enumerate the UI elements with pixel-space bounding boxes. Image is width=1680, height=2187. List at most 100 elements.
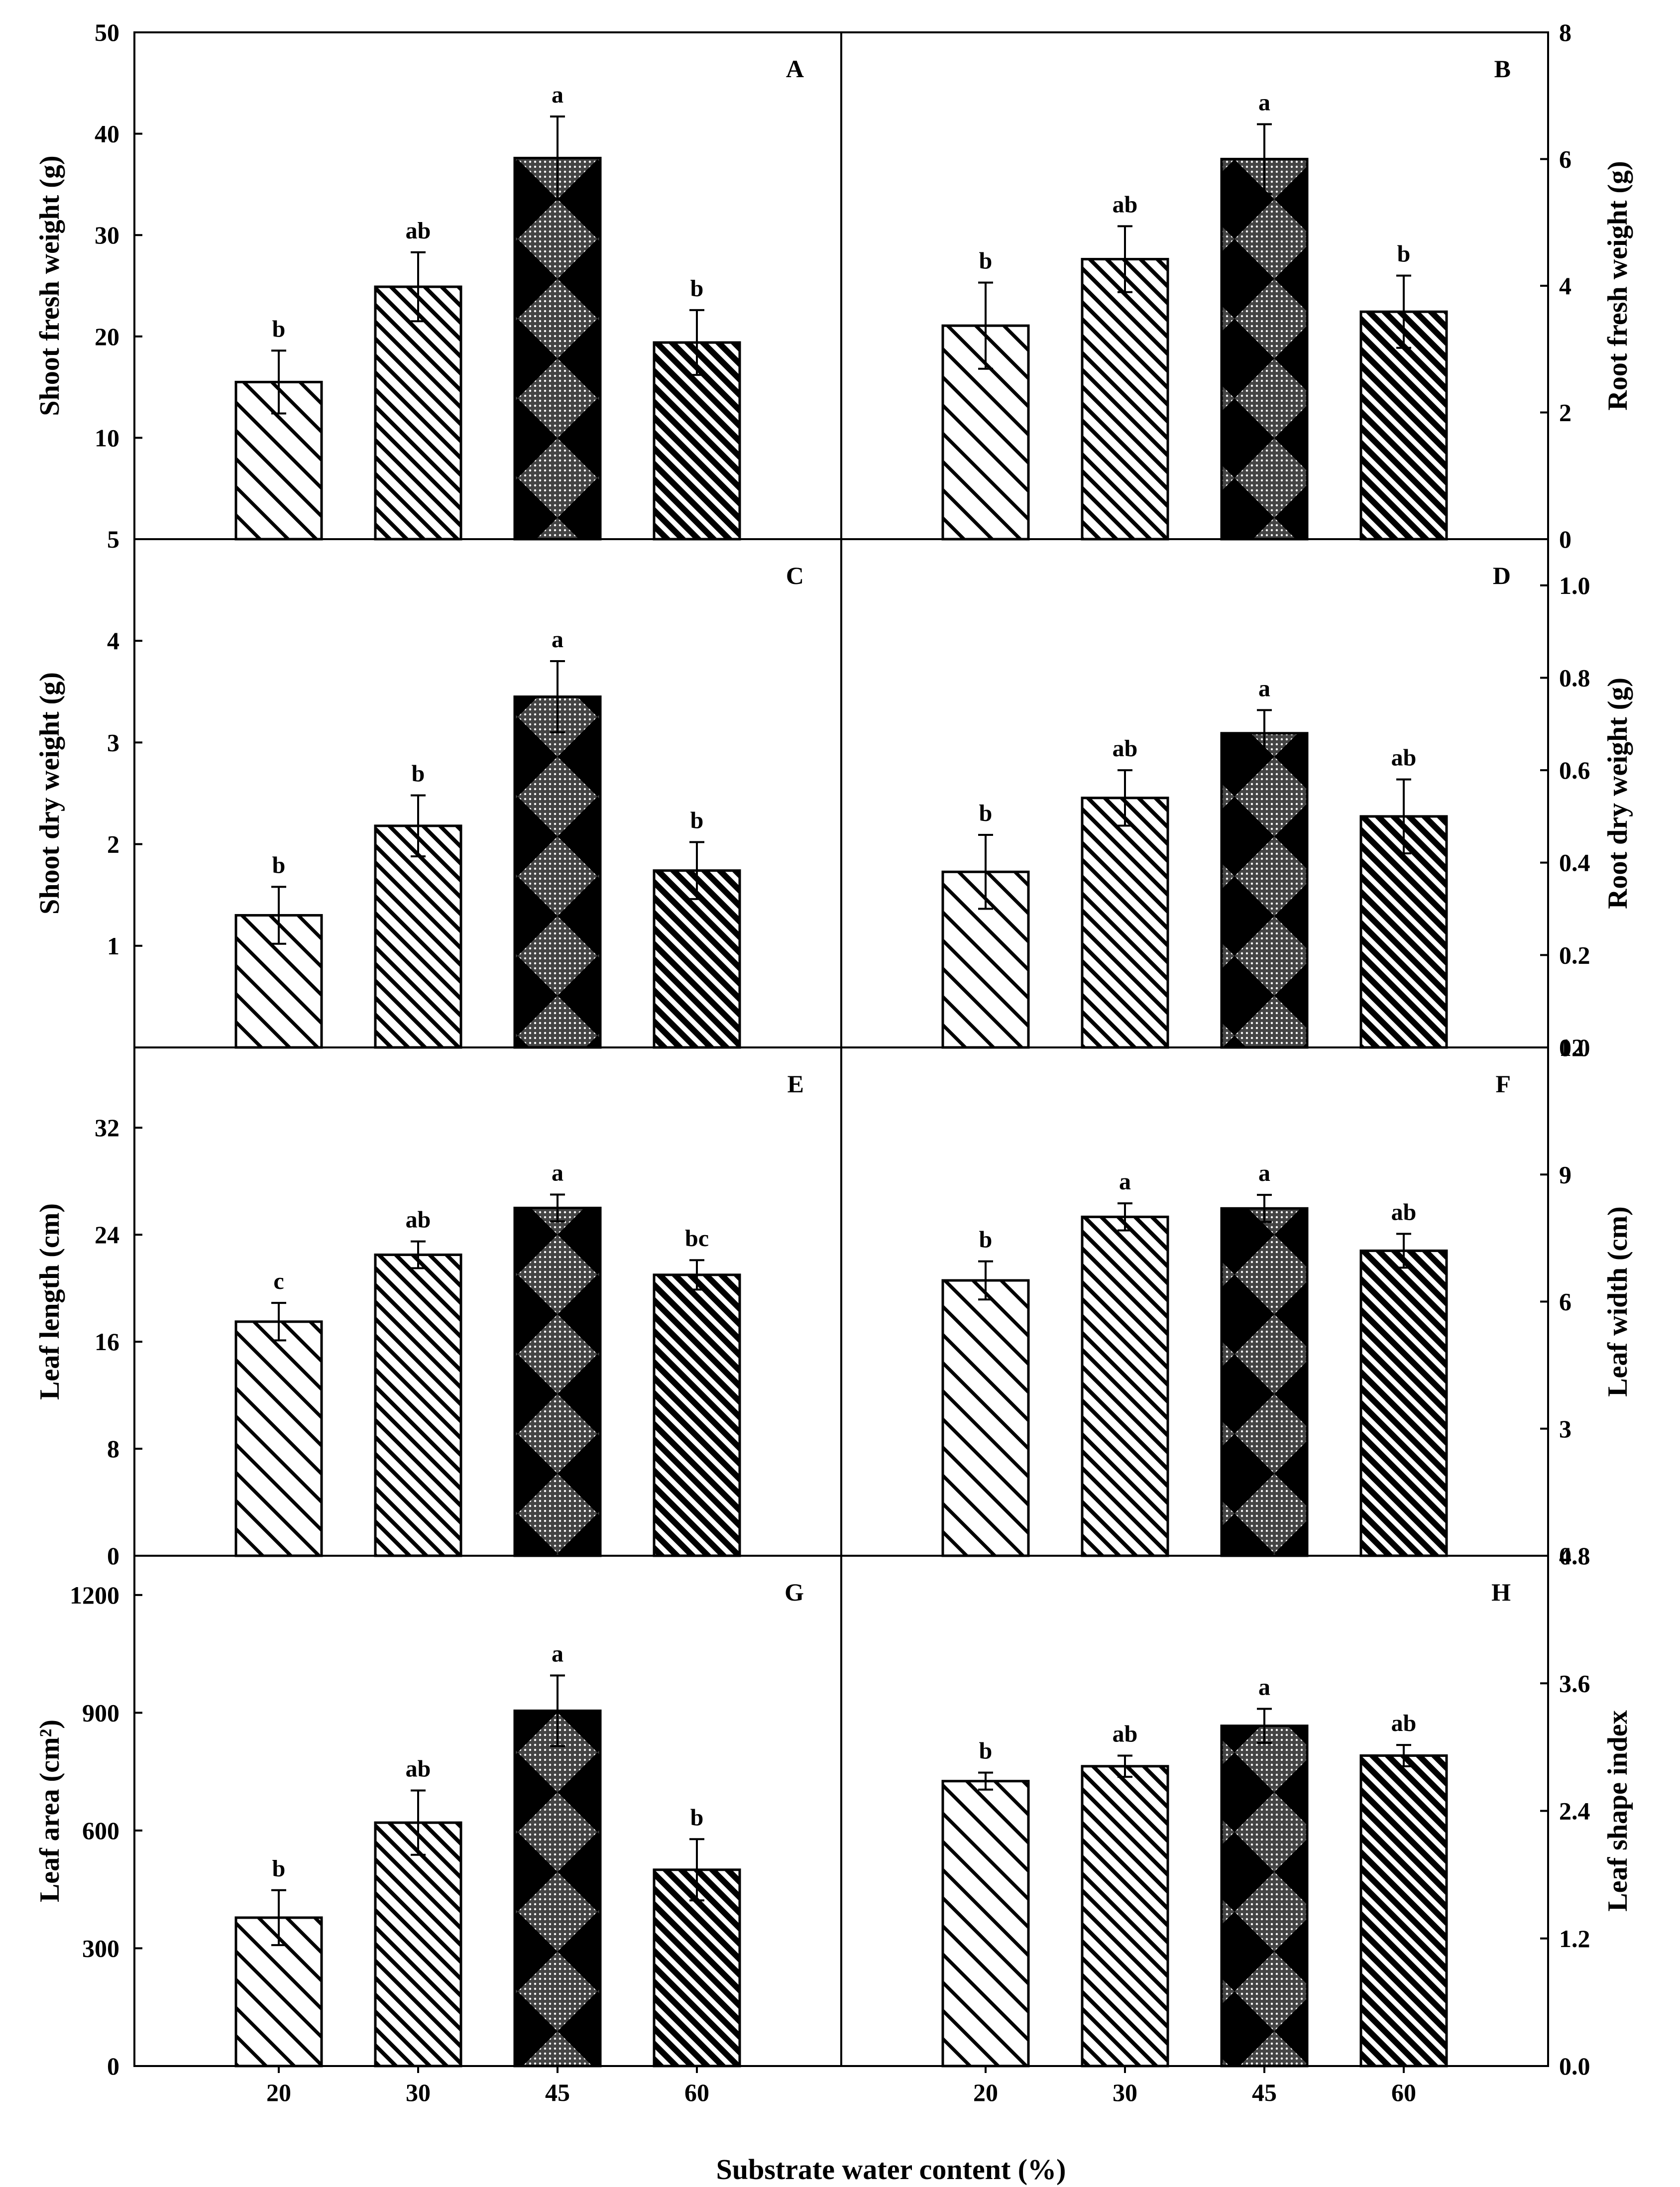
panel-c: 1 2 3 4 5 Shoot dry weight (g) Cb b a b	[34, 525, 804, 1049]
significance-label: b	[979, 1227, 993, 1253]
error-bar	[1396, 1233, 1411, 1269]
bar-45	[1220, 158, 1309, 541]
significance-label: b	[1397, 241, 1411, 267]
error-bar	[1118, 769, 1132, 827]
significance-label: bc	[685, 1225, 709, 1252]
significance-label: ab	[406, 218, 431, 244]
panel-letter: B	[1494, 55, 1511, 83]
y-tick-label: 9	[1559, 1160, 1571, 1188]
significance-label: a	[552, 1640, 563, 1667]
y-tick-label: 0	[107, 2052, 119, 2080]
y-tick-label: 8	[1559, 18, 1571, 46]
error-bar	[550, 1674, 565, 1747]
panel-letter: F	[1495, 1070, 1511, 1098]
error-bar	[978, 1260, 993, 1301]
bar-45	[1220, 1725, 1309, 2068]
bar-30	[1081, 1215, 1169, 1557]
error-bar	[1396, 778, 1411, 855]
error-bar	[1257, 1194, 1272, 1223]
y-tick-label: 0	[107, 1542, 119, 1570]
y-tick-label: 0.6	[1559, 756, 1590, 784]
y-tick-label: 1200	[70, 1581, 119, 1609]
y-axis-title: Root fresh weight (g)	[1602, 161, 1633, 410]
bar-45	[513, 1709, 602, 2068]
error-bar	[689, 841, 704, 900]
significance-label: b	[412, 761, 425, 787]
error-bar	[1396, 274, 1411, 349]
bar-45	[1220, 1207, 1309, 1557]
error-bar	[1257, 123, 1272, 195]
significance-label: a	[552, 1160, 563, 1186]
y-tick-label: 0.0	[1559, 1034, 1590, 1061]
significance-label: ab	[1113, 191, 1138, 218]
y-tick-label: 30	[95, 221, 119, 249]
y-tick-label: 0.0	[1559, 2052, 1590, 2080]
error-bar	[1257, 709, 1272, 758]
significance-label: a	[1119, 1168, 1131, 1195]
y-tick-label: 12	[1559, 1034, 1584, 1061]
error-bar	[1396, 1744, 1411, 1767]
y-tick-label: 2.4	[1559, 1797, 1590, 1825]
bar-60	[1359, 1249, 1448, 1557]
y-tick-label: 6	[1559, 145, 1571, 173]
y-tick-label: 6	[1559, 1288, 1571, 1316]
y-tick-label: 1	[107, 932, 119, 960]
y-axis-title: Leaf shape index	[1602, 1710, 1633, 1912]
y-tick-label: 10	[95, 424, 119, 452]
error-bar	[689, 1838, 704, 1902]
panel-letter: C	[786, 562, 804, 589]
y-tick-label: 8	[107, 1435, 119, 1463]
bar-60	[653, 1868, 741, 2068]
y-tick-label: 5	[107, 525, 119, 553]
y-tick-label: 16	[95, 1328, 119, 1356]
y-tick-label: 0	[1559, 1542, 1571, 1570]
significance-label: b	[272, 852, 286, 878]
y-tick-label: 0.4	[1559, 849, 1590, 877]
significance-label: b	[690, 1804, 704, 1831]
x-tick-label: 60	[1391, 2078, 1416, 2106]
significance-label: b	[690, 807, 704, 834]
y-tick-label: 20	[95, 323, 119, 350]
y-tick-label: 4	[107, 627, 119, 655]
significance-label: ab	[1391, 1710, 1417, 1736]
significance-label: c	[273, 1268, 284, 1294]
x-tick-label: 45	[1252, 2078, 1277, 2106]
significance-label: a	[1258, 675, 1270, 701]
bar-20	[234, 1320, 323, 1557]
error-bar	[978, 1771, 993, 1791]
y-tick-label: 4	[1559, 272, 1571, 300]
bar-30	[374, 1253, 462, 1557]
x-tick-label: 20	[973, 2078, 998, 2106]
significance-label: b	[690, 275, 704, 302]
y-tick-label: 1.2	[1559, 1925, 1590, 1953]
y-tick-label: 2	[107, 830, 119, 858]
significance-label: a	[552, 626, 563, 653]
x-tick-label: 20	[266, 2078, 291, 2106]
bar-20	[941, 1279, 1030, 1557]
significance-label: b	[979, 800, 993, 826]
y-axis-title: Shoot fresh weight (g)	[34, 155, 65, 416]
significance-label: a	[552, 82, 563, 108]
y-axis-title: Leaf width (cm)	[1602, 1206, 1633, 1397]
significance-label: ab	[1113, 735, 1138, 762]
error-bar	[689, 309, 704, 376]
y-tick-label: 2	[1559, 399, 1571, 427]
bar-30	[1081, 797, 1169, 1049]
y-tick-label: 300	[82, 1934, 119, 1962]
bar-45	[513, 695, 602, 1049]
bar-30	[1081, 258, 1169, 541]
significance-label: ab	[406, 1756, 431, 1782]
y-tick-label: 3.6	[1559, 1669, 1590, 1697]
y-tick-label: 3	[1559, 1415, 1571, 1443]
y-axis-title: Shoot dry weight (g)	[34, 672, 65, 915]
bar-60	[653, 869, 741, 1049]
error-bar	[1118, 225, 1132, 293]
x-tick-label: 30	[406, 2078, 431, 2106]
y-axis-title: Leaf length (cm)	[34, 1203, 65, 1400]
significance-label: b	[272, 316, 286, 342]
y-axis-title: Leaf area (cm²)	[34, 1720, 65, 1902]
bar-20	[941, 1780, 1030, 2068]
error-bar	[978, 834, 993, 910]
